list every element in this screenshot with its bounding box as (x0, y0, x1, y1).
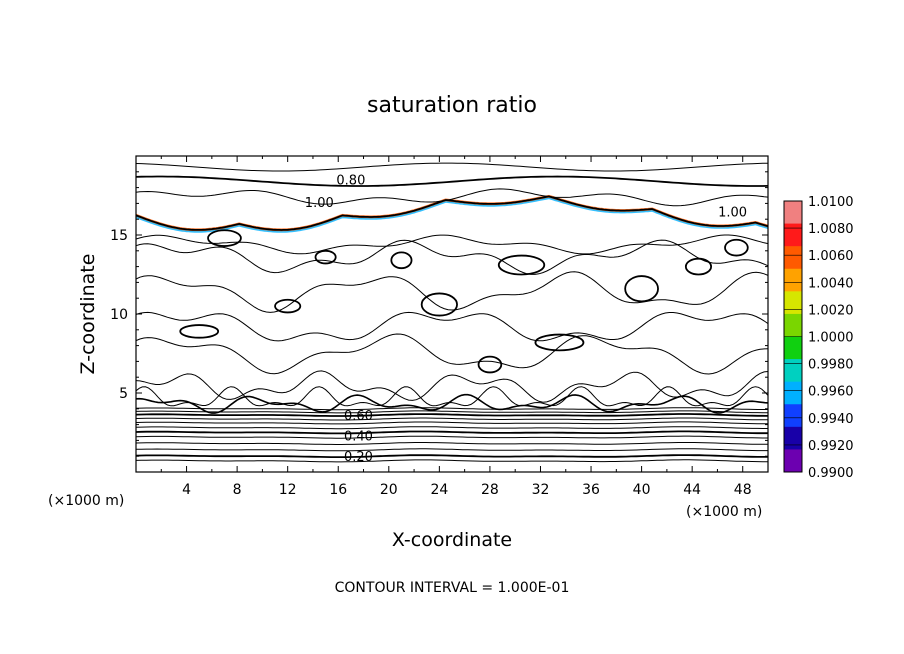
low-level-contour (135, 448, 768, 452)
colorbar-swatch (784, 313, 802, 337)
colorbar-swatch (784, 449, 802, 473)
colorbar-label: 0.9980 (808, 358, 854, 373)
cloud-cell-contour (684, 257, 713, 276)
midlevel-contour (135, 333, 769, 375)
colorbar-swatch (784, 201, 802, 225)
contour-label: 0.80 (336, 174, 365, 189)
x-unit-left: (×1000 m) (48, 493, 124, 509)
x-tick-label: 12 (279, 482, 297, 498)
contour-label: 0.60 (344, 409, 373, 424)
x-unit-right: (×1000 m) (686, 504, 762, 520)
x-axis-ticks: 4 8 12 16 20 24 28 32 36 40 44 48 (160, 156, 752, 498)
low-level-contour (135, 410, 768, 414)
low-level-contour (135, 430, 768, 435)
low-level-contour (135, 413, 769, 417)
saturation-contour (135, 195, 769, 231)
cloud-cell-contour (497, 254, 546, 276)
low-level-contour (135, 407, 768, 411)
colorbar-label: 1.0080 (808, 222, 854, 237)
x-tick-label: 16 (329, 482, 347, 498)
contour-label: 1.00 (718, 205, 747, 220)
cloud-cell-contour (624, 275, 659, 303)
y-tick-label: 10 (110, 307, 128, 323)
y-tick-label: 5 (119, 386, 128, 402)
x-tick-label: 36 (582, 482, 600, 498)
colorbar-swatch (784, 404, 802, 428)
contour-label-group: 0.801.001.000.600.400.20 (305, 174, 747, 466)
colorbar-label: 1.0000 (808, 331, 854, 346)
colorbar-label: 1.0060 (808, 249, 854, 264)
chart-title: saturation ratio (367, 93, 537, 118)
colorbar-label: 0.9920 (808, 439, 854, 454)
colorbar-label: 0.9900 (808, 466, 854, 481)
colorbar-label: 1.0040 (808, 276, 854, 291)
colorbar-swatch (784, 359, 802, 383)
y-axis-ticks: 5 10 15 (110, 171, 768, 457)
upper-contour (135, 162, 769, 172)
y-tick-label: 15 (110, 228, 128, 244)
colorbar: 1.0100 1.0080 1.0060 1.0040 1.0020 1.0000 0.99… (783, 195, 854, 481)
x-tick-label: 32 (532, 482, 550, 498)
upper-contour (135, 175, 769, 187)
cloud-cell-contour (420, 292, 458, 317)
x-axis-label: X-coordinate (392, 529, 512, 551)
cloud-cell-contour (724, 238, 749, 257)
low-level-contour (135, 426, 768, 430)
cloud-cell-contour (534, 333, 585, 352)
colorbar-swatch (784, 381, 802, 405)
cloud-cell-contour (179, 324, 220, 339)
cloud-cell-contour (314, 249, 337, 265)
low-level-contour (135, 417, 768, 421)
colorbar-label: 1.0100 (808, 195, 854, 210)
x-tick-label: 8 (233, 482, 242, 498)
colorbar-swatch (784, 223, 802, 247)
subsaturation-band (135, 197, 769, 233)
low-level-contour (135, 435, 768, 439)
colorbar-swatch (784, 268, 802, 292)
low-level-contour (135, 454, 768, 458)
contour-interval-note: CONTOUR INTERVAL = 1.000E-01 (335, 580, 570, 596)
midlevel-contour (135, 271, 769, 313)
colorbar-label: 1.0020 (808, 303, 854, 318)
colorbar-swatch (784, 246, 802, 270)
cloud-cell-contour (390, 251, 413, 270)
low-level-contour (135, 421, 769, 425)
colorbar-swatch (784, 336, 802, 360)
contour-lines-group (135, 162, 769, 463)
low-level-contour (135, 459, 768, 463)
x-tick-label: 44 (683, 482, 701, 498)
upper-contour (135, 188, 769, 207)
boundary-contour (135, 386, 769, 407)
colorbar-label: 0.9940 (808, 412, 854, 427)
cloud-cell-contour (207, 229, 242, 247)
colorbar-swatch (784, 426, 802, 450)
boundary-contour (135, 393, 769, 414)
colorbar-swatch (784, 291, 802, 315)
x-tick-label: 28 (481, 482, 499, 498)
x-tick-label: 4 (182, 482, 191, 498)
cloud-cell-contour (477, 355, 503, 374)
contour-label: 0.40 (344, 430, 373, 445)
midlevel-contour (135, 311, 769, 342)
x-tick-label: 48 (734, 482, 752, 498)
x-tick-label: 40 (633, 482, 651, 498)
y-axis-label: Z-coordinate (77, 254, 99, 375)
midlevel-contour (135, 370, 769, 403)
midlevel-contour (135, 239, 769, 275)
low-level-contour (135, 442, 768, 445)
x-tick-label: 24 (430, 482, 448, 498)
cloud-cell-contour (274, 298, 302, 314)
contour-label: 0.20 (344, 450, 373, 465)
x-tick-label: 20 (380, 482, 398, 498)
upper-contour (135, 234, 769, 255)
contour-label: 1.00 (305, 196, 334, 211)
colorbar-label: 0.9960 (808, 385, 854, 400)
